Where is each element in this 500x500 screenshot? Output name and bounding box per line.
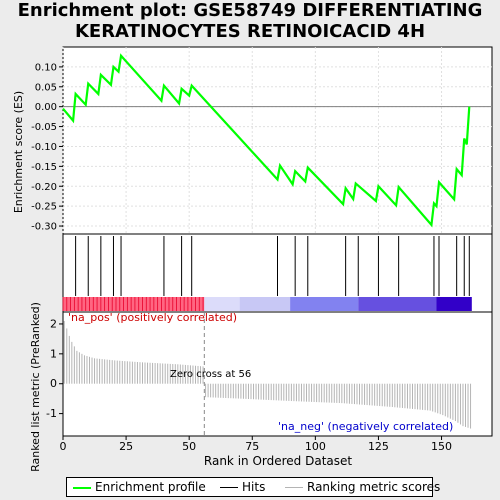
legend-enrichment-swatch xyxy=(73,486,91,489)
rank-axis-title: Ranked list metric (PreRanked) xyxy=(29,302,42,472)
x-axis-ticks: 0 25 50 75 100 125 150 xyxy=(60,436,452,453)
legend-item-enrichment: Enrichment profile xyxy=(73,480,206,494)
rank-tick-label: 2 xyxy=(50,317,57,330)
es-tick-label: 0.05 xyxy=(35,82,57,93)
enrichment-layer xyxy=(62,53,492,228)
es-tick-label: -0.30 xyxy=(31,222,57,233)
es-tick-label: -0.05 xyxy=(31,122,57,133)
top-y-ticks: 0.10 0.05 0.00 -0.05 -0.10 -0.15 -0.20 -0.25 -0.… xyxy=(31,62,63,233)
color-bar-segment xyxy=(290,297,359,311)
es-tick-label: -0.20 xyxy=(31,182,57,193)
top-grid xyxy=(62,47,492,234)
chart-title: Enrichment plot: GSE58749 DIFFERENTIATIN… xyxy=(0,0,500,42)
color-bar-segment xyxy=(358,297,437,311)
legend: Enrichment profile Hits Ranking metric s… xyxy=(66,477,440,497)
enrichment-profile-line xyxy=(62,53,471,228)
x-tick-label: 50 xyxy=(182,440,196,453)
color-bar-segment xyxy=(63,297,205,311)
es-tick-label: -0.15 xyxy=(31,162,57,173)
es-tick-label: -0.10 xyxy=(31,142,57,153)
x-tick-label: 75 xyxy=(245,440,259,453)
title-line-1: Enrichment plot: GSE58749 DIFFERENTIATIN… xyxy=(17,0,483,21)
legend-item-hits: Hits xyxy=(220,480,265,494)
color-bar-segment xyxy=(239,297,291,311)
es-tick-label: 0.10 xyxy=(35,62,57,73)
es-tick-label: -0.25 xyxy=(31,202,57,213)
color-bar xyxy=(62,297,472,311)
es-tick-label: 0.00 xyxy=(35,102,57,113)
es-axis-title: Enrichment score (ES) xyxy=(12,91,25,213)
hits-layer xyxy=(75,236,470,296)
legend-hits-swatch xyxy=(220,487,238,488)
legend-ranking-label: Ranking metric scores xyxy=(307,480,441,494)
x-tick-label: 150 xyxy=(431,440,452,453)
rank-tick-label: 1 xyxy=(50,347,57,360)
color-bar-segment xyxy=(204,297,240,311)
title-line-2: KERATINOCYTES RETINOICACID 4H xyxy=(74,21,426,42)
zero-cross-label: Zero cross at 56 xyxy=(170,369,251,380)
legend-item-ranking: Ranking metric scores xyxy=(285,480,440,494)
legend-hits-label: Hits xyxy=(242,480,266,494)
color-bar-segment xyxy=(436,297,472,311)
legend-ranking-swatch xyxy=(285,487,303,488)
rank-y-ticks: 2 1 0 -1 xyxy=(46,317,63,420)
x-tick-label: 125 xyxy=(368,440,389,453)
ranking-layer xyxy=(63,312,472,436)
x-axis-title: Rank in Ordered Dataset xyxy=(204,454,352,468)
x-tick-label: 25 xyxy=(119,440,133,453)
rank-tick-label: 0 xyxy=(50,377,57,390)
pos-correlated-label: 'na_pos' (positively correlated) xyxy=(68,311,237,324)
legend-enrichment-label: Enrichment profile xyxy=(95,480,206,494)
rank-tick-label: -1 xyxy=(46,407,57,420)
x-tick-label: 100 xyxy=(305,440,326,453)
top-panel-frame xyxy=(62,46,493,235)
neg-correlated-label: 'na_neg' (negatively correlated) xyxy=(278,420,453,433)
x-tick-label: 0 xyxy=(60,440,67,453)
